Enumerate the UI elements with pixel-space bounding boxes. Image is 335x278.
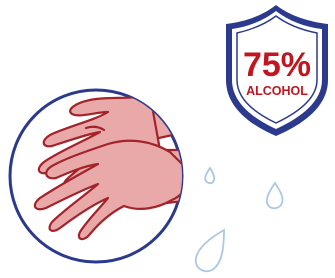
droplets (196, 168, 283, 271)
badge-percent: 75% (243, 46, 311, 84)
badge-label: ALCOHOL (246, 84, 308, 98)
alcohol-badge: 75% ALCOHOL (226, 5, 328, 136)
illustration: 75% ALCOHOL (0, 0, 335, 278)
